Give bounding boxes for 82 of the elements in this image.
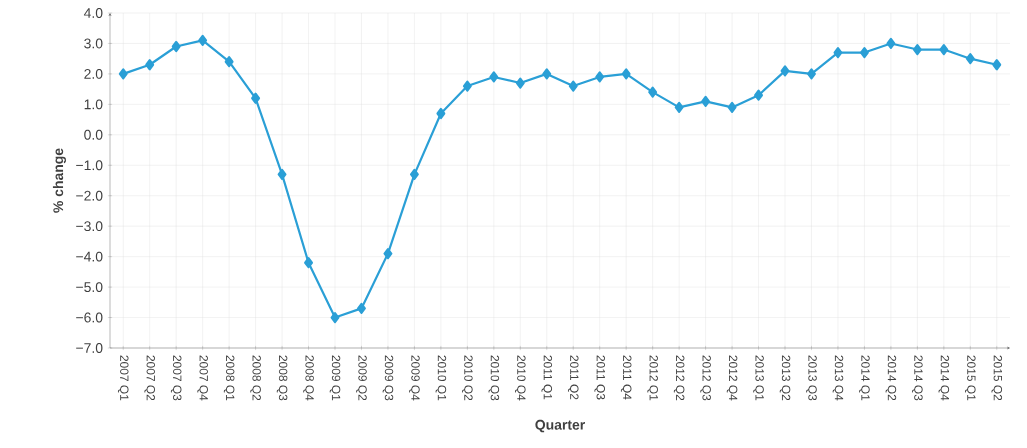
point xyxy=(568,80,578,92)
x-tick-label: 2012 Q3 xyxy=(700,355,711,401)
x-tick-label: 2013 Q1 xyxy=(753,355,764,401)
x-tick-label: 2010 Q2 xyxy=(462,355,473,401)
x-tick-label: 2015 Q2 xyxy=(991,355,1003,401)
point xyxy=(648,86,658,98)
point xyxy=(462,80,472,92)
x-tick-label: 2014 Q4 xyxy=(938,355,950,401)
y-tick-label: 2.0 xyxy=(84,68,103,79)
y-tick-label: −1.0 xyxy=(76,160,103,171)
point xyxy=(251,92,261,104)
x-tick-label: 2012 Q4 xyxy=(726,355,738,401)
point xyxy=(754,89,763,101)
point xyxy=(674,101,684,113)
y-tick-label: 3.0 xyxy=(84,38,103,49)
point xyxy=(489,71,499,83)
x-tick-label: 2015 Q1 xyxy=(965,355,976,401)
point xyxy=(224,56,234,68)
x-tick-label: 2012 Q2 xyxy=(673,355,685,401)
point xyxy=(595,71,605,83)
point xyxy=(515,77,525,89)
point xyxy=(304,257,313,269)
x-tick-label: 2009 Q1 xyxy=(329,355,341,401)
point xyxy=(277,168,287,180)
point xyxy=(436,107,446,120)
point xyxy=(409,168,419,180)
y-tick-label: −5.0 xyxy=(76,282,103,293)
x-tick-label: 2007 Q2 xyxy=(144,355,156,401)
point xyxy=(727,101,737,113)
x-tick-label: 2007 Q3 xyxy=(170,355,182,401)
point xyxy=(198,34,208,46)
x-tick-label: 2008 Q2 xyxy=(250,355,261,401)
point xyxy=(780,65,790,77)
point xyxy=(912,43,922,56)
y-tick-label: 0.0 xyxy=(84,129,103,140)
y-tick-label: −6.0 xyxy=(76,312,103,323)
point xyxy=(886,37,896,50)
x-tick-label: 2010 Q1 xyxy=(435,355,447,401)
x-tick-label: 2007 Q4 xyxy=(197,355,208,401)
y-tick-label: −3.0 xyxy=(76,221,103,232)
point xyxy=(171,40,181,53)
x-tick-label: 2009 Q2 xyxy=(356,355,367,401)
x-tick-label: 2011 Q2 xyxy=(567,355,579,400)
x-tick-label: 2009 Q3 xyxy=(382,355,394,401)
point xyxy=(621,68,631,80)
point xyxy=(939,43,949,56)
x-tick-label: 2013 Q3 xyxy=(806,355,817,401)
x-tick-label: 2007 Q1 xyxy=(117,355,129,401)
x-tick-label: 2008 Q1 xyxy=(223,355,235,401)
x-tick-label: 2010 Q3 xyxy=(488,355,500,401)
y-axis-title: % change xyxy=(52,148,66,213)
y-tick-label: −2.0 xyxy=(76,190,103,201)
x-axis-title: Quarter xyxy=(535,419,585,433)
y-tick-label: 1.0 xyxy=(84,99,103,110)
point xyxy=(542,68,552,80)
point xyxy=(992,59,1002,71)
point xyxy=(145,59,155,71)
point xyxy=(701,95,711,107)
x-tick-label: 2013 Q4 xyxy=(832,355,844,401)
point xyxy=(383,248,393,260)
point xyxy=(357,302,366,314)
x-tick-label: 2009 Q4 xyxy=(409,355,420,401)
x-tick-label: 2012 Q1 xyxy=(647,355,658,401)
y-tick-label: −7.0 xyxy=(76,343,103,353)
x-tick-label: 2011 Q3 xyxy=(594,355,606,400)
point xyxy=(118,68,128,80)
x-tick-label: 2014 Q1 xyxy=(859,355,870,401)
x-tick-label: 2011 Q1 xyxy=(541,355,553,400)
x-tick-label: 2014 Q3 xyxy=(912,355,923,401)
point xyxy=(965,53,975,65)
point xyxy=(859,47,869,59)
point xyxy=(330,311,340,324)
x-tick-label: 2008 Q3 xyxy=(276,355,288,401)
y-tick-label: 4.0 xyxy=(83,8,103,18)
x-tick-label: 2014 Q2 xyxy=(885,355,897,401)
y-tick-label: −4.0 xyxy=(76,251,103,262)
x-tick-label: 2013 Q2 xyxy=(779,355,791,401)
x-tick-label: 2008 Q4 xyxy=(303,355,314,401)
point xyxy=(807,68,816,80)
x-tick-label: 2010 Q4 xyxy=(514,355,526,401)
x-tick-label: 2011 Q4 xyxy=(620,355,632,400)
point xyxy=(833,47,843,59)
